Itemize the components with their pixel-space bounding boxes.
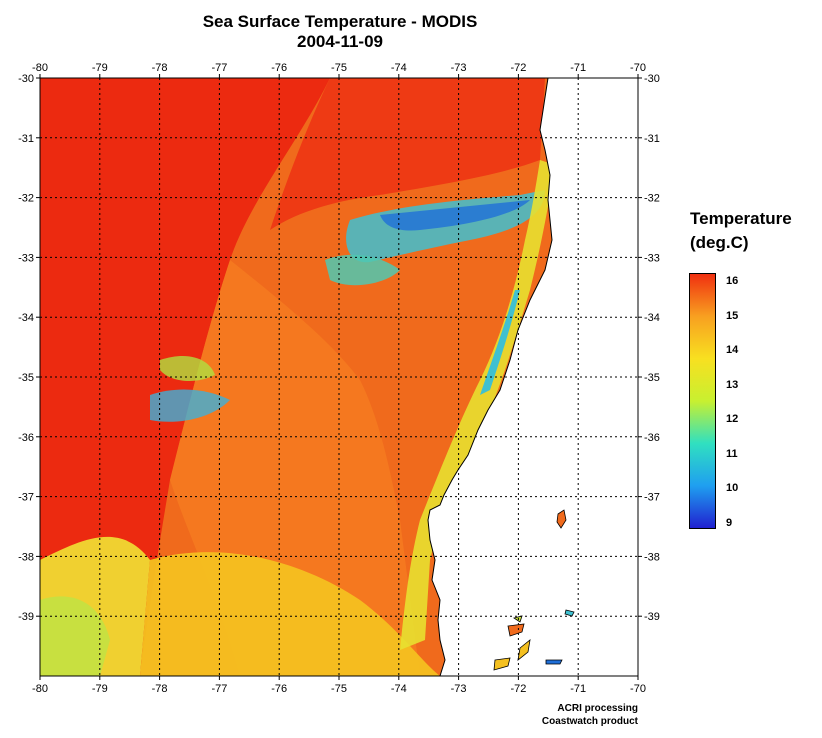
- lon-label-top: -78: [152, 62, 168, 74]
- lon-label-bottom: -72: [510, 683, 526, 695]
- processing-credit: ACRI processing: [557, 703, 638, 714]
- lat-label-right: -38: [644, 551, 660, 563]
- colorbar-label: 15: [726, 309, 739, 322]
- lon-label-top: -80: [32, 62, 48, 74]
- lon-label-bottom: -75: [331, 683, 347, 695]
- lon-label-top: -72: [510, 62, 526, 74]
- map-title: Sea Surface Temperature - MODIS: [202, 12, 478, 31]
- lat-label-right: -30: [644, 73, 660, 85]
- legend-title: Temperature: [690, 209, 792, 228]
- sst-field: [40, 78, 638, 676]
- lon-label-top: -77: [211, 62, 227, 74]
- colorbar-label: 13: [726, 378, 739, 391]
- lon-label-top: -73: [451, 62, 467, 74]
- lat-label-right: -33: [644, 252, 660, 264]
- lon-label-top: -75: [331, 62, 347, 74]
- lat-label-left: -34: [18, 312, 34, 324]
- colorbar-label: 9: [726, 517, 733, 529]
- lon-label-bottom: -80: [32, 683, 48, 695]
- colorbar-label: 16: [726, 275, 739, 287]
- lat-label-left: -32: [18, 193, 34, 205]
- graticule: [36, 74, 642, 680]
- colorbar-label: 14: [726, 344, 739, 357]
- colorbar-label: 10: [726, 482, 739, 495]
- lon-label-top: -70: [630, 62, 646, 74]
- map-date: 2004-11-09: [296, 32, 384, 51]
- lon-label-bottom: -71: [570, 683, 586, 695]
- lon-label-bottom: -70: [630, 683, 646, 695]
- lat-label-left: -38: [18, 551, 34, 563]
- lat-label-left: -35: [18, 372, 34, 384]
- lat-label-right: -37: [644, 492, 660, 504]
- lat-label-left: -33: [18, 252, 34, 264]
- lat-label-left: -39: [18, 611, 34, 623]
- lat-label-right: -31: [644, 133, 660, 145]
- temperature-colorbar: [689, 273, 716, 529]
- product-credit: Coastwatch product: [541, 716, 638, 727]
- lon-label-bottom: -77: [211, 683, 227, 695]
- lat-label-right: -34: [644, 312, 660, 324]
- lat-label-left: -30: [18, 73, 34, 85]
- lon-label-top: -71: [570, 62, 586, 74]
- lon-label-bottom: -78: [152, 683, 168, 695]
- lon-label-top: -76: [271, 62, 287, 74]
- lat-label-right: -39: [644, 611, 660, 623]
- lon-label-bottom: -73: [451, 683, 467, 695]
- lon-label-top: -79: [92, 62, 108, 74]
- lon-label-bottom: -74: [391, 683, 407, 695]
- latitude-labels-right: -30 -31 -32 -33 -34 -35 -36 -37 -38 -39: [644, 73, 660, 623]
- lat-label-right: -32: [644, 193, 660, 205]
- lon-label-bottom: -79: [92, 683, 108, 695]
- colorbar-label: 11: [726, 447, 738, 460]
- lat-label-left: -31: [18, 133, 34, 145]
- lon-label-top: -74: [391, 62, 407, 74]
- colorbar-label: 12: [726, 413, 739, 426]
- lat-label-left: -36: [18, 432, 34, 444]
- legend-unit: (deg.C): [690, 233, 749, 252]
- lat-label-right: -35: [644, 372, 660, 384]
- lat-label-left: -37: [18, 492, 34, 504]
- lat-label-right: -36: [644, 432, 660, 444]
- lon-label-bottom: -76: [271, 683, 287, 695]
- longitude-labels-top: -80 -79 -78 -77 -76 -75 -74 -73 -72 -71 -70: [32, 62, 646, 74]
- longitude-labels-bottom: -80 -79 -78 -77 -76 -75 -74 -73 -72 -71 -70: [32, 683, 646, 695]
- latitude-labels-left: -30 -31 -32 -33 -34 -35 -36 -37 -38 -39: [18, 73, 34, 623]
